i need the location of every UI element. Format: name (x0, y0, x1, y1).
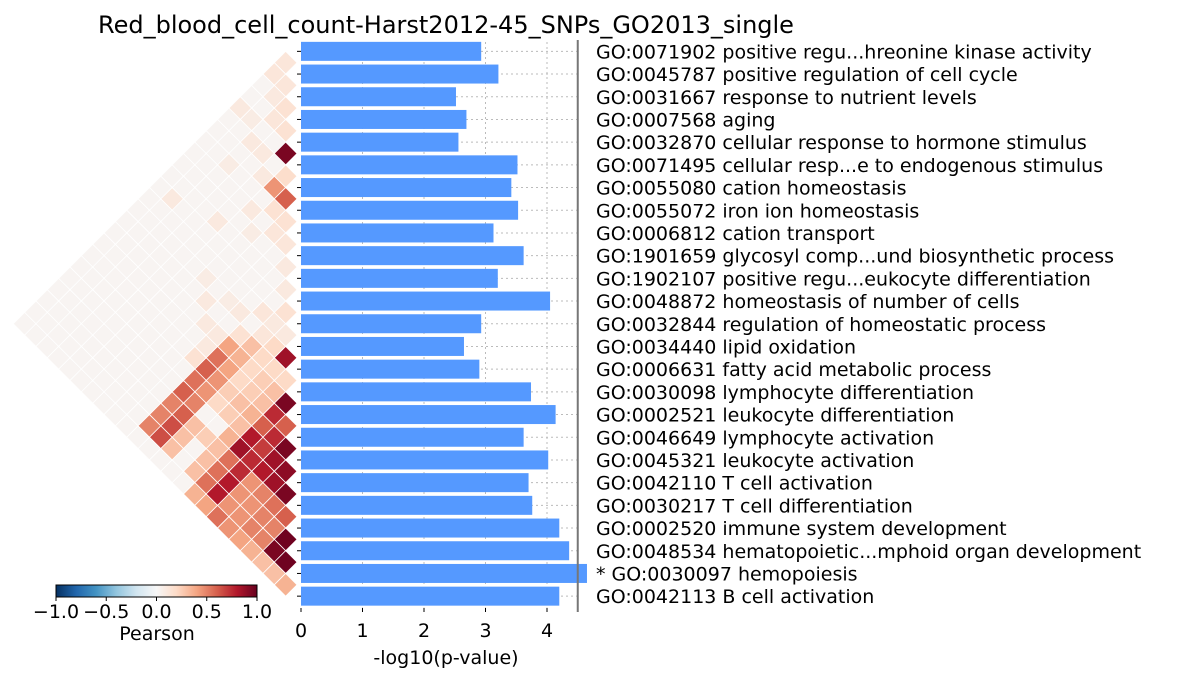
bar (301, 223, 494, 243)
bar (301, 314, 482, 334)
x-tick-label: 3 (479, 620, 491, 642)
x-tick-label: 1 (356, 620, 368, 642)
term-label: GO:0071902 positive regu...hreonine kina… (596, 41, 1092, 63)
colorbar-tick-label: −1.0 (33, 601, 79, 623)
term-label: GO:0032844 regulation of homeostatic pro… (596, 314, 1046, 336)
term-label: GO:0046649 lymphocyte activation (596, 427, 934, 449)
x-tick-label: 0 (295, 620, 307, 642)
term-label: GO:0055072 iron ion homeostasis (596, 200, 919, 222)
term-label: * GO:0030097 hemopoiesis (596, 563, 858, 585)
term-label: GO:0031667 response to nutrient levels (596, 87, 977, 109)
term-label: GO:0030098 lymphocyte differentiation (596, 382, 974, 404)
bar (301, 200, 519, 220)
bar (301, 563, 587, 583)
term-label: GO:0007568 aging (596, 109, 776, 131)
bar (301, 450, 549, 470)
term-label: GO:0002520 immune system development (596, 518, 1007, 540)
x-axis: 0 1 2 3 4 (295, 608, 553, 642)
correlation-heatmap (12, 50, 298, 597)
bar (301, 246, 524, 266)
colorbar-tick-label: 0.0 (141, 601, 171, 623)
bar (301, 495, 533, 515)
colorbar-gradient (55, 584, 258, 598)
term-label: GO:0006631 fatty acid metabolic process (596, 359, 991, 381)
bar (301, 336, 464, 356)
term-label: GO:1902107 positive regu...eukocyte diff… (596, 268, 1091, 290)
x-tick-label: 2 (418, 620, 430, 642)
heatmap-cell (273, 572, 298, 597)
colorbar-tick-label: 1.0 (242, 601, 272, 623)
term-label: GO:0045787 positive regulation of cell c… (596, 64, 1018, 86)
term-label: GO:0048872 homeostasis of number of cell… (596, 291, 1020, 313)
bar (301, 427, 524, 447)
bar (301, 178, 512, 198)
term-label: GO:0048534 hematopoietic...mphoid organ … (596, 541, 1141, 563)
bar-series (297, 41, 587, 606)
term-label: GO:0042110 T cell activation (596, 473, 873, 495)
bar (301, 109, 467, 129)
colorbar-ticks: −1.0 −0.5 0.0 0.5 1.0 (33, 597, 272, 623)
bar (301, 586, 560, 606)
term-label: GO:0032870 cellular response to hormone … (596, 132, 1087, 154)
colorbar-label: Pearson (119, 623, 195, 645)
term-labels: GO:0071902 positive regu...hreonine kina… (596, 41, 1141, 608)
bar (301, 291, 551, 311)
bar (301, 405, 556, 425)
x-axis-label: -log10(p-value) (373, 647, 518, 669)
term-label: GO:0045321 leukocyte activation (596, 450, 914, 472)
term-label: GO:0030217 T cell differentiation (596, 495, 913, 517)
bar (301, 541, 570, 561)
chart-title: Red_blood_cell_count-Harst2012-45_SNPs_G… (98, 11, 794, 39)
colorbar: −1.0 −0.5 0.0 0.5 1.0 Pearson (33, 584, 272, 645)
term-label: GO:0055080 cation homeostasis (596, 178, 907, 200)
bar (301, 268, 498, 288)
colorbar-tick-label: −0.5 (83, 601, 129, 623)
term-label: GO:0034440 lipid oxidation (596, 336, 856, 358)
bar (301, 382, 532, 402)
bar (301, 64, 499, 84)
bar (301, 359, 480, 379)
bar (301, 41, 482, 61)
bar (301, 518, 560, 538)
bar (301, 132, 459, 152)
term-label: GO:0071495 cellular resp...e to endogeno… (596, 155, 1103, 177)
term-label: GO:1901659 glycosyl comp...und biosynthe… (596, 246, 1114, 268)
colorbar-tick-label: 0.5 (192, 601, 222, 623)
bar (301, 87, 456, 107)
bar (301, 155, 518, 175)
bar (301, 473, 529, 493)
x-tick-label: 4 (541, 620, 553, 642)
term-label: GO:0042113 B cell activation (596, 586, 874, 608)
term-label: GO:0002521 leukocyte differentiation (596, 405, 954, 427)
term-label: GO:0006812 cation transport (596, 223, 875, 245)
